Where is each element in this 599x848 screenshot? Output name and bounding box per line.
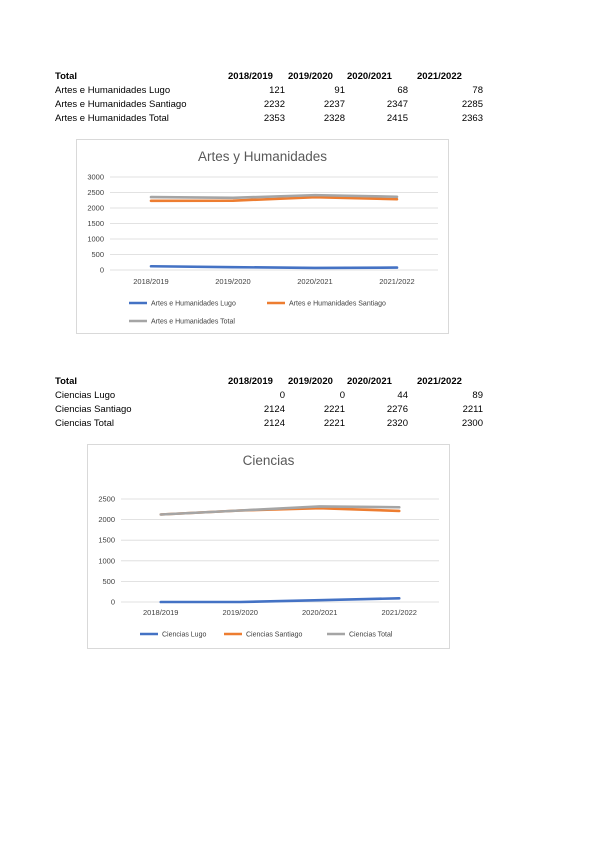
legend-label: Ciencias Santiago: [246, 632, 303, 639]
table-cell: 44: [397, 390, 408, 401]
table-cell: 0: [279, 390, 285, 401]
y-tick-label: 1500: [87, 219, 104, 228]
table-cell: 121: [269, 85, 285, 96]
table-header-year: 2019/2020: [288, 376, 333, 387]
y-tick-label: 3000: [87, 173, 104, 182]
y-tick-label: 0: [100, 266, 104, 275]
y-tick-label: 2500: [98, 495, 115, 504]
chart-artes-humanidades: Artes y Humanidades 0 500 1000 1500 2000 2500 3…: [76, 139, 449, 334]
series-line: [149, 193, 399, 200]
series-line: [149, 195, 399, 203]
chart-ciencias-svg: Ciencias 0 500 1000 1500 2000 2500 2018/2019 201…: [98, 453, 439, 639]
table-row-label: Artes e Humanidades Lugo: [55, 85, 171, 96]
table-cell: 2211: [462, 404, 483, 415]
table-row-label: Artes e Humanidades Santiago: [55, 99, 187, 110]
table-cell: 78: [472, 85, 483, 96]
table-cell: 2347: [386, 99, 408, 110]
table-cell: 2124: [263, 404, 285, 415]
chart-title: Artes y Humanidades: [198, 149, 327, 164]
table-cell: 2353: [263, 113, 285, 124]
table-cell: 68: [397, 85, 408, 96]
table-header-year: 2020/2021: [347, 71, 392, 82]
y-tick-label: 1000: [87, 235, 104, 244]
table-cell: 91: [334, 85, 345, 96]
table-header-year: 2018/2019: [228, 71, 273, 82]
series-line: [159, 597, 401, 604]
chart-artes-svg: Artes y Humanidades 0 500 1000 1500 2000 2500 3…: [87, 149, 438, 326]
table-cell: 2221: [323, 418, 345, 429]
table-row-label: Artes e Humanidades Total: [55, 113, 169, 124]
table-header-year: 2020/2021: [347, 376, 392, 387]
table-cell: 2237: [323, 99, 345, 110]
table-cell: 2328: [323, 113, 345, 124]
chart-ciencias: Ciencias 0 500 1000 1500 2000 2500 2018/2019 201…: [87, 444, 450, 649]
x-tick-label: 2018/2019: [143, 608, 178, 617]
table-header-year: 2019/2020: [288, 71, 333, 82]
table-header-label: Total: [55, 71, 77, 82]
table-artes: Total 2018/2019 2019/2020 2020/2021 2021…: [55, 71, 495, 127]
legend-label: Ciencias Total: [349, 632, 393, 639]
table-header-year: 2018/2019: [228, 376, 273, 387]
legend-label: Artes e Humanidades Lugo: [151, 301, 236, 308]
legend-label: Artes e Humanidades Total: [151, 319, 235, 326]
y-tick-label: 0: [111, 598, 115, 607]
table-cell: 2232: [263, 99, 285, 110]
table-row-label: Ciencias Lugo: [55, 390, 116, 401]
y-tick-label: 1000: [98, 556, 115, 565]
x-tick-label: 2021/2022: [379, 277, 414, 286]
table-ciencias: Total 2018/2019 2019/2020 2020/2021 2021…: [55, 376, 495, 432]
x-tick-label: 2018/2019: [133, 277, 168, 286]
series-line: [159, 505, 401, 516]
x-tick-label: 2021/2022: [382, 608, 417, 617]
table-cell: 2276: [386, 404, 408, 415]
table-header-label: Total: [55, 376, 77, 387]
legend-label: Artes e Humanidades Santiago: [289, 301, 386, 308]
table-cell: 2415: [386, 113, 408, 124]
table-cell: 89: [472, 390, 483, 401]
table-cell: 2363: [461, 113, 483, 124]
y-tick-label: 500: [91, 250, 104, 259]
y-tick-label: 2500: [87, 188, 104, 197]
y-tick-label: 1500: [98, 536, 115, 545]
legend-label: Ciencias Lugo: [162, 632, 206, 639]
table-cell: 2221: [323, 404, 345, 415]
table-cell: 2320: [386, 418, 408, 429]
table-row-label: Ciencias Total: [55, 418, 114, 429]
x-tick-label: 2020/2021: [302, 608, 337, 617]
table-header-year: 2021/2022: [417, 376, 462, 387]
table-header-year: 2021/2022: [417, 71, 462, 82]
table-cell: 2285: [461, 99, 483, 110]
y-tick-label: 2000: [87, 204, 104, 213]
table-cell: 2300: [461, 418, 483, 429]
table-cell: 0: [339, 390, 345, 401]
x-tick-label: 2020/2021: [297, 277, 332, 286]
chart-title: Ciencias: [243, 453, 295, 468]
table-cell: 2124: [263, 418, 285, 429]
y-tick-label: 2000: [98, 515, 115, 524]
series-line: [149, 264, 399, 270]
x-tick-label: 2019/2020: [215, 277, 250, 286]
table-row-label: Ciencias Santiago: [55, 404, 132, 415]
x-tick-label: 2019/2020: [223, 608, 258, 617]
y-tick-label: 500: [102, 577, 115, 586]
